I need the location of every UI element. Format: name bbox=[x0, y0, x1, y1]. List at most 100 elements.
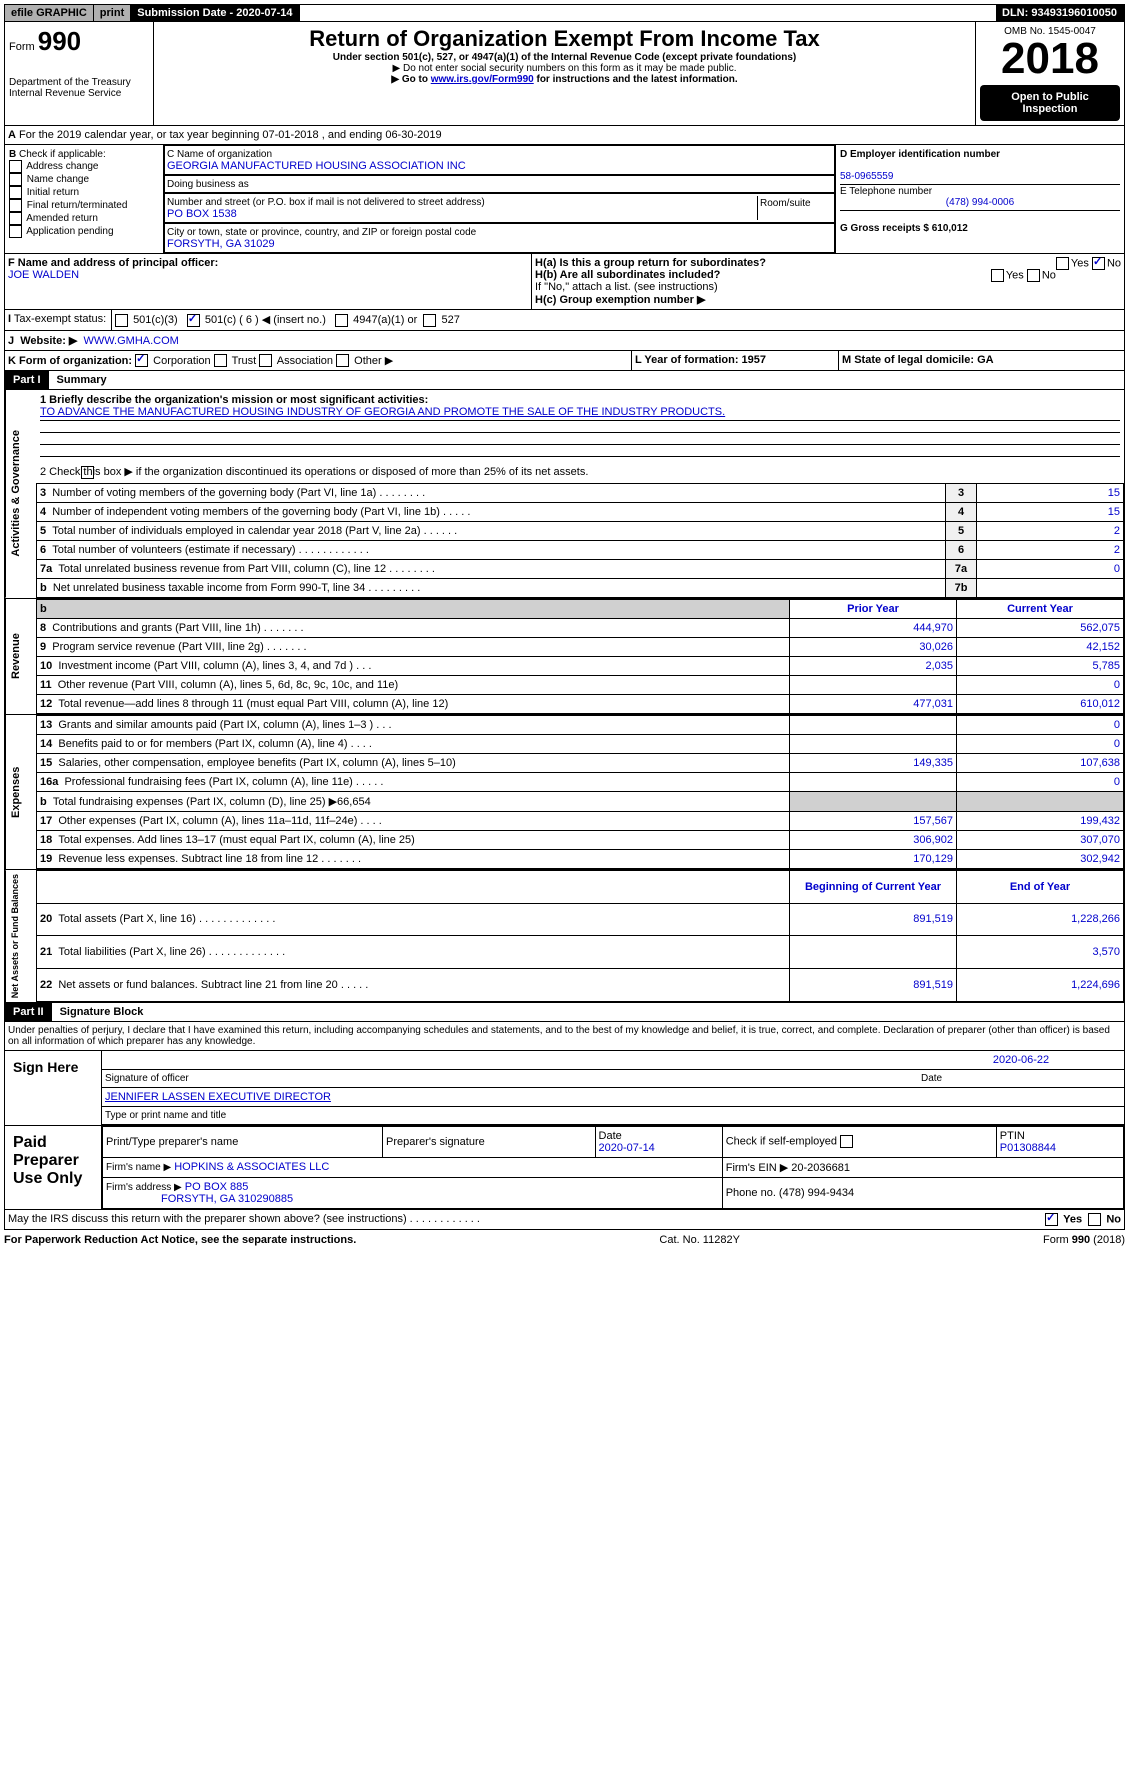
net-table: Beginning of Current YearEnd of Year20 T… bbox=[36, 870, 1124, 1002]
b-checkbox[interactable] bbox=[9, 225, 22, 238]
q2-checkbox[interactable] bbox=[81, 466, 94, 479]
part1-title: Summary bbox=[49, 371, 115, 389]
dept: Department of the Treasury Internal Reve… bbox=[9, 77, 149, 99]
city: FORSYTH, GA 31029 bbox=[167, 238, 275, 250]
side-gov: Activities & Governance bbox=[5, 390, 36, 598]
footer-right: Form 990 (2018) bbox=[1043, 1234, 1125, 1246]
dln: DLN: 93493196010050 bbox=[996, 5, 1124, 21]
prep-name-label: Print/Type preparer's name bbox=[103, 1126, 383, 1157]
domicile: M State of legal domicile: GA bbox=[842, 354, 994, 366]
4947-checkbox[interactable] bbox=[335, 314, 348, 327]
sign-block: Sign Here 2020-06-22 Signature of office… bbox=[4, 1051, 1125, 1126]
q1: 1 Briefly describe the organization's mi… bbox=[40, 394, 428, 406]
discuss-no-checkbox[interactable] bbox=[1088, 1213, 1101, 1226]
section-k: K Form of organization: Corporation Trus… bbox=[4, 351, 1125, 372]
discuss-yes-checkbox[interactable] bbox=[1045, 1213, 1058, 1226]
signer-name: JENNIFER LASSEN EXECUTIVE DIRECTOR bbox=[105, 1091, 331, 1103]
c-label: C Name of organization bbox=[167, 149, 272, 160]
discuss-yes: Yes bbox=[1063, 1213, 1082, 1225]
governance-table: 3 Number of voting members of the govern… bbox=[36, 483, 1124, 598]
side-net: Net Assets or Fund Balances bbox=[5, 870, 36, 1002]
b-checkbox[interactable] bbox=[9, 186, 22, 199]
dba-label: Doing business as bbox=[167, 179, 249, 190]
gross-receipts: G Gross receipts $ 610,012 bbox=[840, 223, 968, 234]
sign-date: 2020-06-22 bbox=[993, 1054, 1049, 1066]
top-bar: efile GRAPHIC print Submission Date - 20… bbox=[4, 4, 1125, 22]
firm-label: Firm's name ▶ bbox=[106, 1162, 171, 1173]
b-checkbox[interactable] bbox=[9, 173, 22, 186]
phone: (478) 994-0006 bbox=[840, 197, 1120, 208]
hb-yes-checkbox[interactable] bbox=[991, 269, 1004, 282]
opt2: 501(c) ( 6 ) ◀ (insert no.) bbox=[205, 314, 326, 326]
501c3-checkbox[interactable] bbox=[115, 314, 128, 327]
sig-officer-label: Signature of officer bbox=[105, 1073, 921, 1084]
firm-ein: Firm's EIN ▶ 20-2036681 bbox=[722, 1157, 1123, 1177]
phone-label: E Telephone number bbox=[840, 186, 932, 197]
prep-sig-label: Preparer's signature bbox=[383, 1126, 595, 1157]
tax-exempt-row: I Tax-exempt status: 501(c)(3) 501(c) ( … bbox=[4, 310, 1125, 331]
501c-checkbox[interactable] bbox=[187, 314, 200, 327]
other: Other ▶ bbox=[354, 355, 393, 367]
discuss-q: May the IRS discuss this return with the… bbox=[8, 1213, 480, 1225]
hc-label: H(c) Group exemption number ▶ bbox=[535, 294, 705, 306]
hb-no-checkbox[interactable] bbox=[1027, 269, 1040, 282]
website-label: Website: ▶ bbox=[20, 335, 77, 347]
part1-header: Part I Summary bbox=[4, 371, 1125, 390]
ein: 58-0965559 bbox=[840, 171, 893, 182]
sign-label: Sign Here bbox=[5, 1051, 102, 1125]
form-number: 990 bbox=[38, 26, 81, 56]
form-header: Form 990 Department of the Treasury Inte… bbox=[4, 22, 1125, 126]
org-name: GEORGIA MANUFACTURED HOUSING ASSOCIATION… bbox=[167, 160, 466, 172]
hb-label: H(b) Are all subordinates included? bbox=[535, 269, 720, 281]
note2: ▶ Go to www.irs.gov/Form990 for instruct… bbox=[158, 74, 971, 85]
ha-no-checkbox[interactable] bbox=[1092, 257, 1105, 270]
form-title: Return of Organization Exempt From Incom… bbox=[158, 26, 971, 52]
date-label: Date bbox=[921, 1073, 1121, 1084]
self-emp-label: Check if self-employed bbox=[726, 1136, 837, 1148]
footer-left: For Paperwork Reduction Act Notice, see … bbox=[4, 1234, 356, 1246]
year-formation: L Year of formation: 1957 bbox=[635, 354, 766, 366]
period-text: For the 2019 calendar year, or tax year … bbox=[19, 129, 442, 141]
te-label: Tax-exempt status: bbox=[14, 313, 106, 325]
expenses-table: 13 Grants and similar amounts paid (Part… bbox=[36, 715, 1124, 869]
print-btn[interactable]: print bbox=[94, 5, 131, 21]
k-label: K Form of organization: bbox=[8, 355, 132, 367]
corp: Corporation bbox=[153, 355, 210, 367]
firm-addr: PO BOX 885 bbox=[185, 1181, 249, 1193]
revenue-table: bPrior YearCurrent Year8 Contributions a… bbox=[36, 599, 1124, 714]
trust-checkbox[interactable] bbox=[214, 354, 227, 367]
corp-checkbox[interactable] bbox=[135, 354, 148, 367]
527-checkbox[interactable] bbox=[423, 314, 436, 327]
no-label: No bbox=[1107, 257, 1121, 269]
prep-date: 2020-07-14 bbox=[599, 1142, 655, 1154]
part2-header: Part II Signature Block bbox=[4, 1003, 1125, 1022]
ptin-label: PTIN bbox=[1000, 1130, 1025, 1142]
b-checkbox[interactable] bbox=[9, 199, 22, 212]
discuss-row: May the IRS discuss this return with the… bbox=[4, 1210, 1125, 1230]
b-checkbox[interactable] bbox=[9, 212, 22, 225]
opt3: 4947(a)(1) or bbox=[353, 314, 417, 326]
form990-link[interactable]: www.irs.gov/Form990 bbox=[431, 74, 534, 85]
discuss-no: No bbox=[1106, 1213, 1121, 1225]
assoc: Association bbox=[277, 355, 333, 367]
footer-mid: Cat. No. 11282Y bbox=[659, 1234, 740, 1246]
form-label: Form bbox=[9, 41, 35, 53]
officer-name: JOE WALDEN bbox=[8, 269, 79, 281]
other-checkbox[interactable] bbox=[336, 354, 349, 367]
opt1: 501(c)(3) bbox=[133, 314, 178, 326]
firm-phone: Phone no. (478) 994-9434 bbox=[722, 1177, 1123, 1208]
declaration: Under penalties of perjury, I declare th… bbox=[4, 1022, 1125, 1051]
addr: PO BOX 1538 bbox=[167, 208, 237, 220]
b-checkbox[interactable] bbox=[9, 160, 22, 173]
tax-year: 2018 bbox=[980, 37, 1120, 81]
part1-badge: Part I bbox=[5, 371, 49, 389]
efile-btn[interactable]: efile GRAPHIC bbox=[5, 5, 94, 21]
name-label: Type or print name and title bbox=[102, 1107, 1124, 1125]
assoc-checkbox[interactable] bbox=[259, 354, 272, 367]
ha-yes-checkbox[interactable] bbox=[1056, 257, 1069, 270]
hb-note: If "No," attach a list. (see instruction… bbox=[535, 281, 718, 293]
section-f: F Name and address of principal officer:… bbox=[4, 254, 1125, 310]
city-label: City or town, state or province, country… bbox=[167, 227, 476, 238]
opt4: 527 bbox=[441, 314, 459, 326]
self-emp-checkbox[interactable] bbox=[840, 1135, 853, 1148]
